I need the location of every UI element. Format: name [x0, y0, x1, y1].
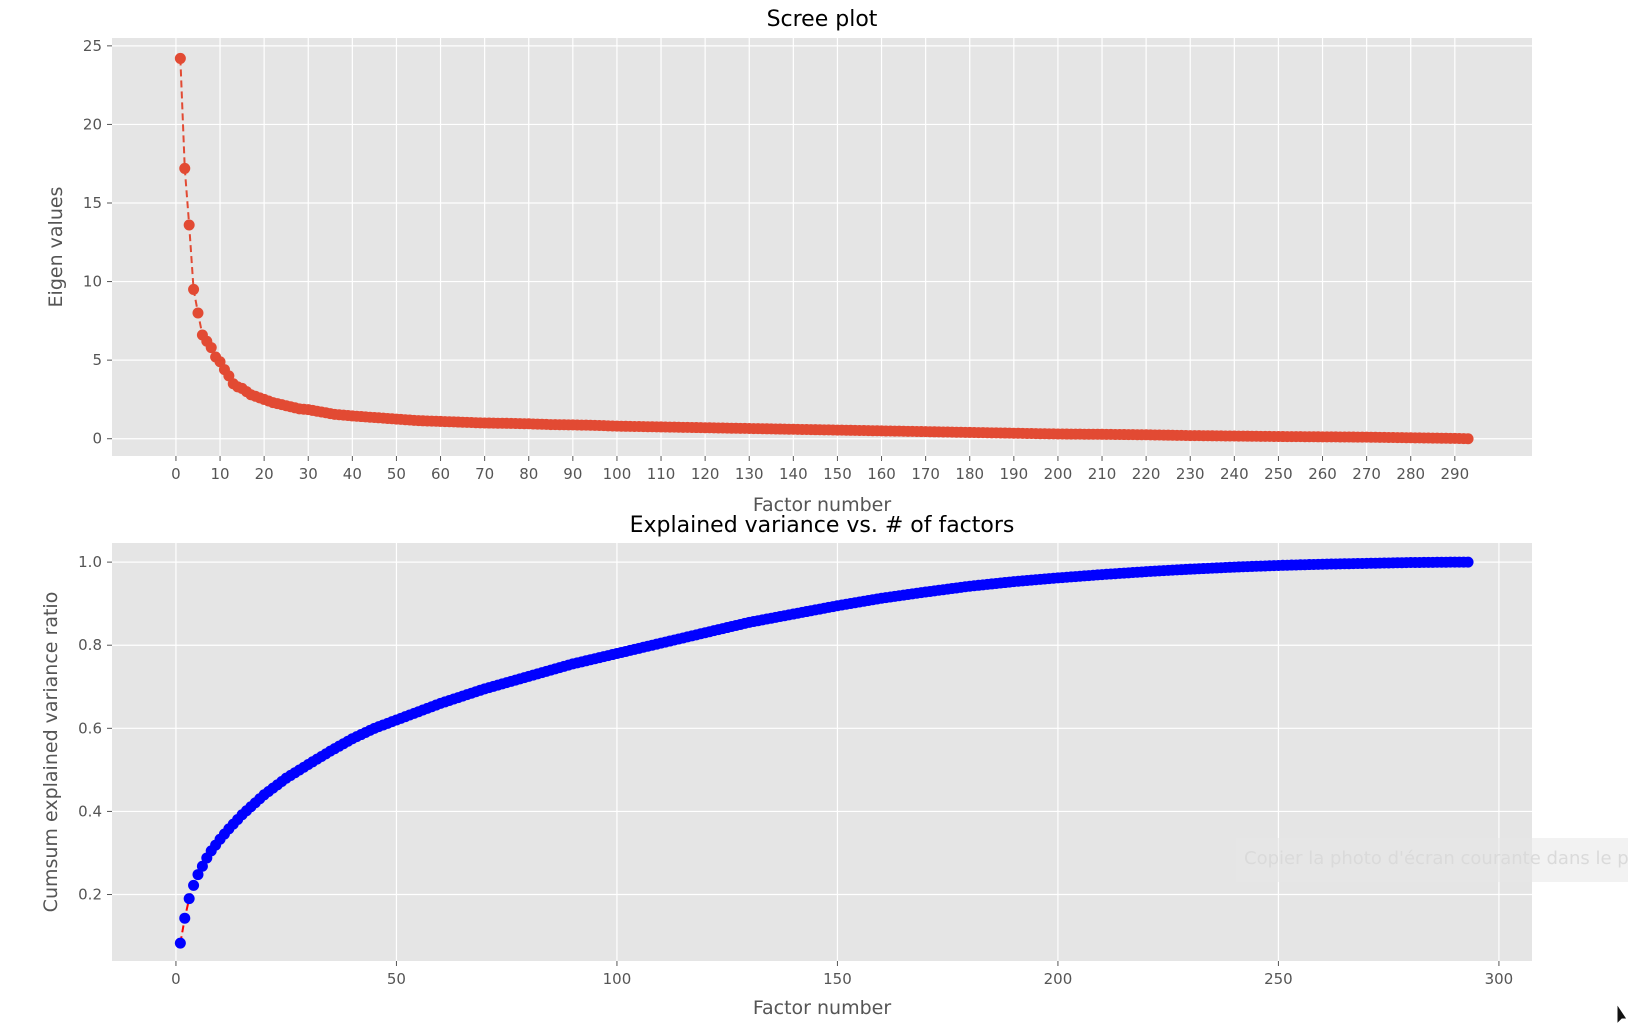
scree-gridlines — [112, 38, 1532, 456]
data-point — [174, 937, 186, 949]
x-tick-label: 0 — [171, 465, 181, 483]
x-tick-label: 230 — [1176, 465, 1205, 483]
x-tick-label: 220 — [1132, 465, 1161, 483]
data-point — [205, 342, 217, 354]
x-tick-label: 210 — [1088, 465, 1117, 483]
data-point — [174, 52, 186, 64]
scree-x-label: Factor number — [753, 494, 892, 516]
data-point — [1462, 433, 1474, 445]
x-tick-label: 280 — [1396, 465, 1425, 483]
x-tick-label: 80 — [519, 465, 538, 483]
x-tick-label: 290 — [1441, 465, 1470, 483]
x-tick-label: 170 — [911, 465, 940, 483]
data-point — [1462, 556, 1474, 568]
explained-variance-plot: 0 50 100 150 200 250 300 0.2 0.4 0.6 0.8 1.0 Expla… — [40, 513, 1532, 1019]
y-tick-label: 0.2 — [78, 886, 102, 904]
x-tick-label: 250 — [1264, 465, 1293, 483]
x-tick-label: 0 — [171, 970, 181, 988]
scree-y-ticks: 0 5 10 15 20 25 — [83, 37, 112, 448]
x-tick-label: 250 — [1264, 970, 1293, 988]
x-tick-label: 120 — [691, 465, 720, 483]
variance-title: Explained variance vs. # of factors — [630, 513, 1015, 538]
x-tick-label: 150 — [823, 465, 852, 483]
variance-x-label: Factor number — [753, 997, 892, 1019]
x-tick-label: 40 — [343, 465, 362, 483]
data-point — [179, 912, 191, 924]
scree-plot: 0 10 20 30 40 50 60 70 80 90 100 110 120 130 140 150 160… — [45, 7, 1532, 516]
y-tick-label: 0 — [92, 430, 102, 448]
x-tick-label: 260 — [1308, 465, 1337, 483]
data-point — [192, 869, 204, 881]
x-tick-label: 300 — [1485, 970, 1514, 988]
y-tick-label: 1.0 — [78, 553, 102, 571]
y-tick-label: 0.8 — [78, 636, 102, 654]
y-tick-label: 10 — [83, 273, 102, 291]
x-tick-label: 70 — [475, 465, 494, 483]
scree-title: Scree plot — [767, 7, 878, 32]
data-point — [196, 860, 208, 872]
x-tick-label: 90 — [563, 465, 582, 483]
data-point — [183, 893, 195, 905]
data-point — [183, 219, 195, 231]
scree-y-label: Eigen values — [45, 187, 67, 308]
x-tick-label: 130 — [735, 465, 764, 483]
data-point — [188, 879, 200, 891]
x-tick-label: 140 — [779, 465, 808, 483]
scree-series — [174, 52, 1474, 445]
scree-plot-area — [112, 38, 1532, 456]
x-tick-label: 270 — [1352, 465, 1381, 483]
variance-series — [174, 556, 1474, 949]
variance-y-ticks: 0.2 0.4 0.6 0.8 1.0 — [78, 553, 112, 904]
x-tick-label: 200 — [1044, 465, 1073, 483]
x-tick-label: 190 — [1000, 465, 1029, 483]
x-tick-label: 110 — [647, 465, 676, 483]
screenshot-tooltip: Copier la photo d'écran courante dans le… — [1236, 838, 1628, 882]
x-tick-label: 180 — [955, 465, 984, 483]
y-tick-label: 15 — [83, 194, 102, 212]
x-tick-label: 50 — [387, 465, 406, 483]
y-tick-label: 5 — [92, 351, 102, 369]
data-point — [188, 283, 200, 295]
variance-gridlines — [112, 543, 1532, 961]
x-tick-label: 100 — [603, 465, 632, 483]
x-tick-label: 20 — [255, 465, 274, 483]
y-tick-label: 20 — [83, 115, 102, 133]
x-tick-label: 160 — [867, 465, 896, 483]
x-tick-label: 50 — [387, 970, 406, 988]
variance-y-label: Cumsum explained variance ratio — [40, 592, 62, 913]
y-tick-label: 0.4 — [78, 802, 102, 820]
variance-x-ticks: 0 50 100 150 200 250 300 — [171, 961, 1513, 988]
y-tick-label: 0.6 — [78, 719, 102, 737]
x-tick-label: 60 — [431, 465, 450, 483]
data-point — [192, 307, 204, 319]
x-tick-label: 240 — [1220, 465, 1249, 483]
scree-x-ticks: 0 10 20 30 40 50 60 70 80 90 100 110 120 130 140 150 160… — [171, 456, 1469, 483]
x-tick-label: 200 — [1044, 970, 1073, 988]
x-tick-label: 150 — [823, 970, 852, 988]
x-tick-label: 100 — [603, 970, 632, 988]
y-tick-label: 25 — [83, 37, 102, 55]
x-tick-label: 30 — [299, 465, 318, 483]
data-point — [179, 162, 191, 174]
mouse-cursor-icon — [1616, 1003, 1628, 1026]
x-tick-label: 10 — [210, 465, 229, 483]
